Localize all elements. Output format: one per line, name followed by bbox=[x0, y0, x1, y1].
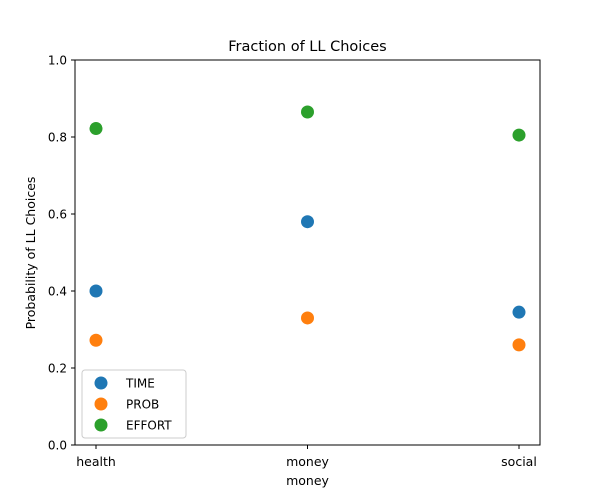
x-tick-label: money bbox=[286, 454, 329, 469]
y-tick-label: 0.0 bbox=[48, 439, 67, 453]
data-point-time-health bbox=[89, 284, 103, 298]
legend-box bbox=[81, 369, 187, 439]
legend-label-prob: PROB bbox=[126, 398, 159, 412]
legend-label-effort: EFFORT bbox=[126, 419, 172, 433]
x-tick-label: health bbox=[76, 454, 116, 469]
y-tick-label: 0.2 bbox=[48, 362, 67, 376]
y-tick-label: 0.6 bbox=[48, 208, 67, 222]
x-axis-label: money bbox=[286, 473, 329, 488]
legend-marker-prob bbox=[94, 397, 108, 411]
y-axis-label: Probability of LL Choices bbox=[23, 177, 38, 330]
data-point-time-social bbox=[512, 305, 526, 319]
data-point-time-money bbox=[301, 215, 314, 229]
legend-marker-effort bbox=[94, 418, 108, 432]
data-point-prob-money bbox=[301, 311, 314, 325]
y-tick-label: 1.0 bbox=[48, 54, 67, 68]
data-point-prob-health bbox=[89, 333, 103, 347]
x-tick-label: social bbox=[501, 454, 537, 469]
data-point-effort-health bbox=[89, 122, 103, 136]
legend: TIME PROB EFFORT bbox=[81, 369, 187, 439]
data-point-effort-social bbox=[512, 128, 526, 142]
data-point-prob-social bbox=[512, 338, 526, 352]
plot-area: 0.0 0.2 0.4 0.6 0.8 1.0 health money social bbox=[48, 54, 541, 469]
y-tick-label: 0.4 bbox=[48, 285, 67, 299]
data-point-effort-money bbox=[301, 105, 314, 119]
y-tick-label: 0.8 bbox=[48, 131, 67, 145]
legend-label-time: TIME bbox=[125, 377, 155, 391]
legend-marker-time bbox=[94, 376, 108, 390]
chart-title: Fraction of LL Choices bbox=[228, 39, 387, 55]
